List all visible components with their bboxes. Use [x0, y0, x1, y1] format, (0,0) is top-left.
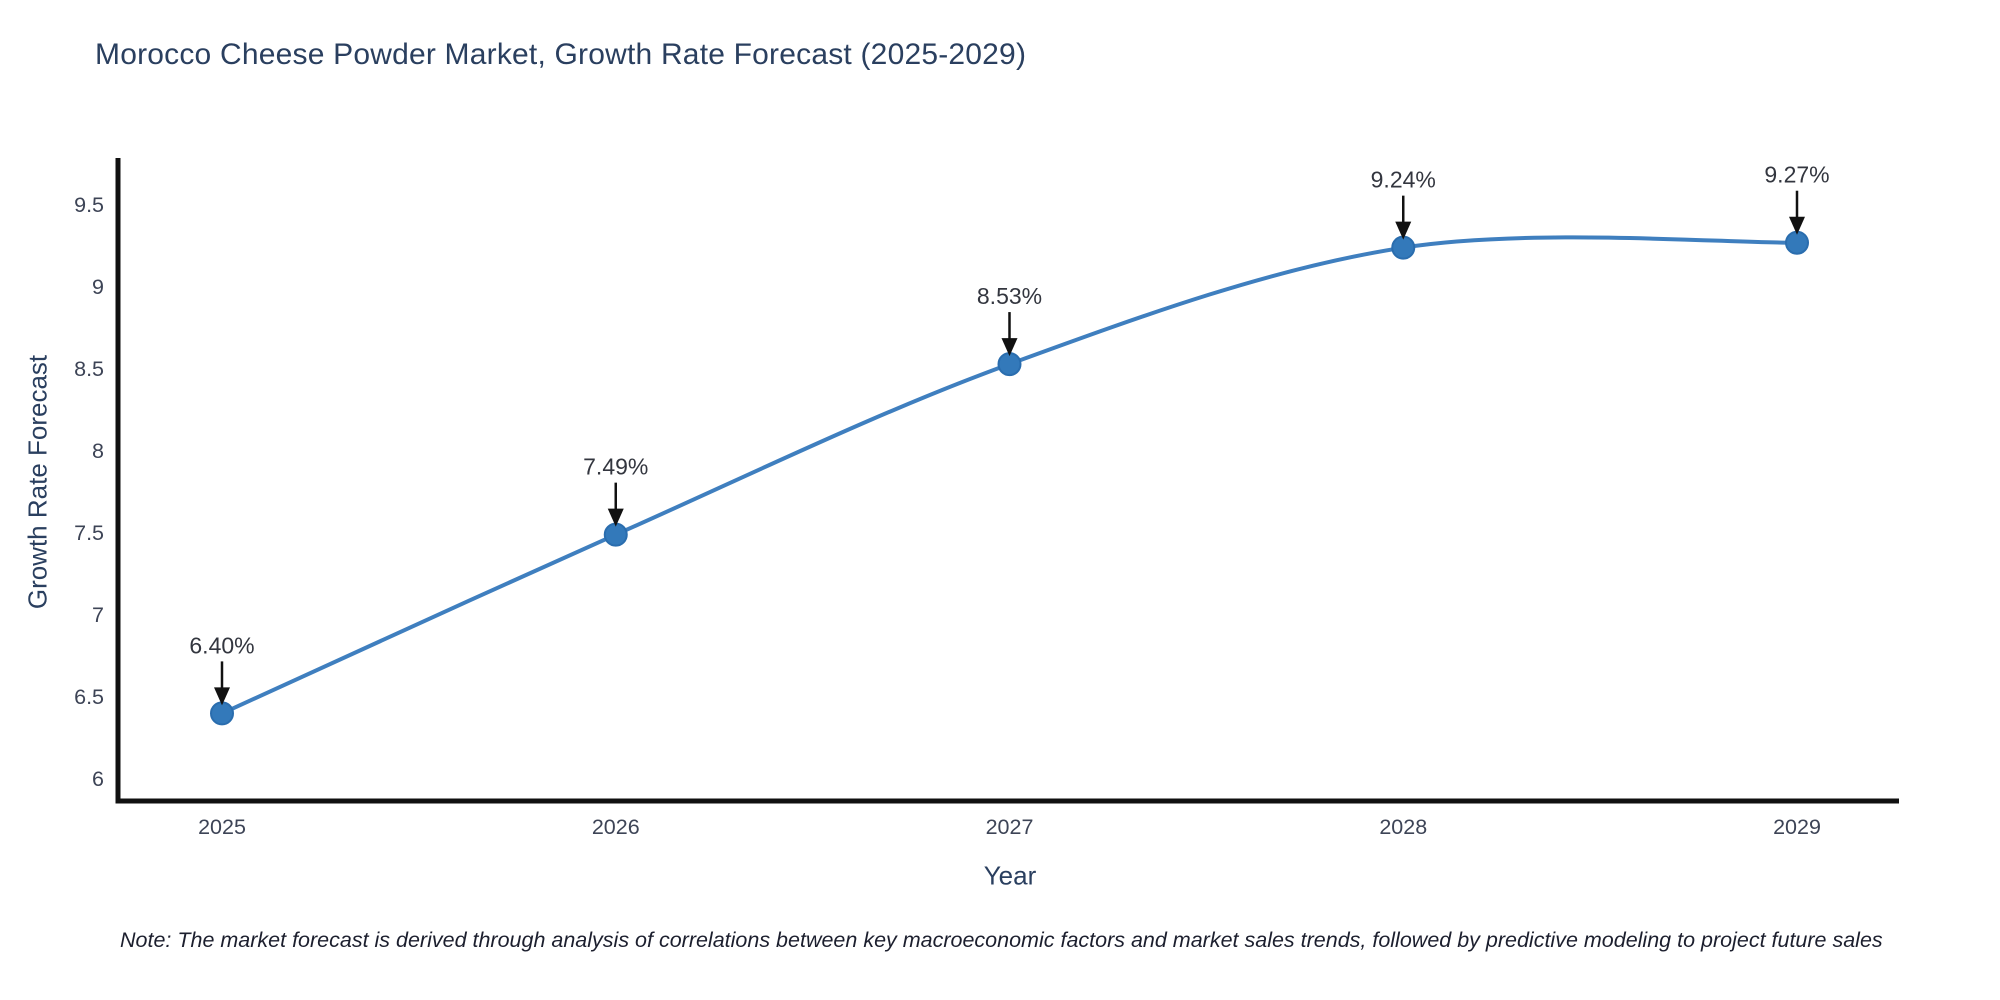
- data-point-label: 9.24%: [1371, 167, 1436, 193]
- annotation-arrowhead: [214, 687, 230, 706]
- y-tick-label: 7.5: [74, 521, 104, 545]
- x-tick-label: 2029: [1773, 815, 1821, 839]
- chart-title: Morocco Cheese Powder Market, Growth Rat…: [95, 38, 1027, 71]
- annotation-arrowhead: [1789, 216, 1805, 235]
- x-tick-label: 2026: [592, 815, 640, 839]
- data-point-marker: [997, 352, 1022, 377]
- x-tick-label: 2027: [986, 815, 1034, 839]
- x-tick-label: 2025: [198, 815, 246, 839]
- y-tick-label: 9.5: [74, 193, 104, 217]
- y-tick-label: 6: [92, 767, 104, 791]
- data-point-marker: [1391, 235, 1416, 260]
- y-tick-label: 8.5: [74, 357, 104, 381]
- annotation-arrowhead: [607, 508, 624, 527]
- data-point-label: 6.40%: [189, 632, 254, 658]
- data-point-marker: [603, 522, 628, 547]
- y-tick-label: 7: [92, 603, 104, 627]
- y-tick-label: 9: [92, 275, 104, 299]
- annotation-arrowhead: [1395, 221, 1412, 240]
- data-point-marker: [210, 701, 234, 726]
- footnote: Note: The market forecast is derived thr…: [120, 928, 1883, 952]
- data-point-marker: [1785, 230, 1809, 255]
- data-point-label: 9.27%: [1764, 162, 1829, 188]
- y-tick-label: 8: [92, 439, 104, 463]
- y-tick-label: 6.5: [74, 685, 104, 709]
- data-point-label: 8.53%: [977, 283, 1042, 309]
- annotation-arrowhead: [1001, 338, 1018, 357]
- y-axis-title: Growth Rate Forecast: [22, 354, 53, 610]
- x-tick-label: 2028: [1379, 815, 1427, 839]
- x-axis-title: Year: [983, 860, 1037, 891]
- data-point-label: 7.49%: [583, 454, 648, 480]
